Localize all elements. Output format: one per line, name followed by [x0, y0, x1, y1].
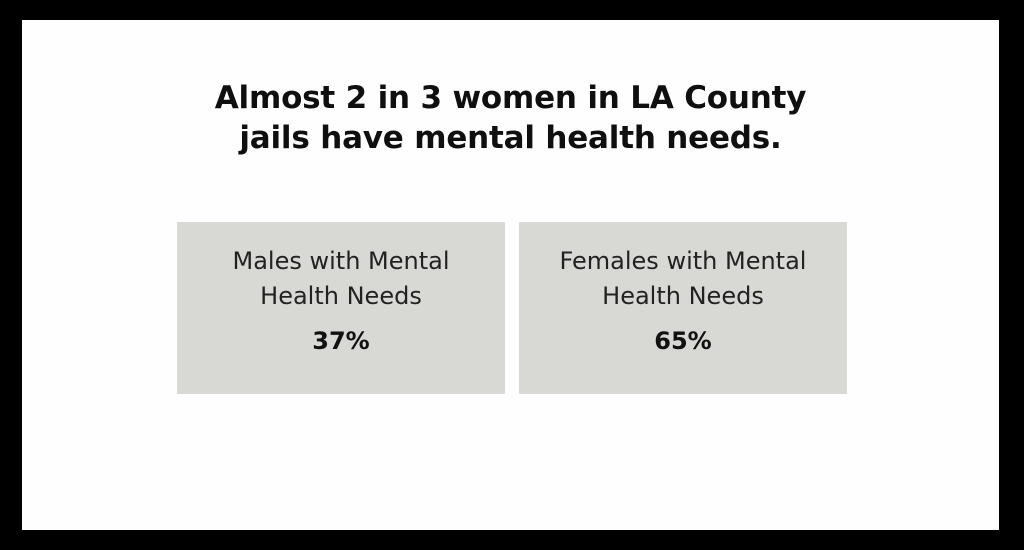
headline-line-1: Almost 2 in 3 women in LA County: [214, 80, 807, 116]
female-stat-box: Females with Mental Health Needs 65%: [519, 222, 847, 394]
male-stat-value: 37%: [312, 327, 370, 355]
female-stat-label-line-1: Females with Mental: [559, 247, 807, 275]
male-stat-label-line-1: Males with Mental: [232, 247, 450, 275]
female-stat-value: 65%: [654, 327, 712, 355]
headline: Almost 2 in 3 women in LA County jails h…: [22, 78, 999, 158]
male-stat-box: Males with Mental Health Needs 37%: [177, 222, 505, 394]
female-stat-label: Females with Mental Health Needs: [519, 244, 847, 314]
headline-line-2: jails have mental health needs.: [239, 120, 782, 156]
infographic-card: Almost 2 in 3 women in LA County jails h…: [22, 20, 999, 530]
female-stat-label-line-2: Health Needs: [602, 282, 764, 310]
male-stat-label: Males with Mental Health Needs: [177, 244, 505, 314]
male-stat-label-line-2: Health Needs: [260, 282, 422, 310]
